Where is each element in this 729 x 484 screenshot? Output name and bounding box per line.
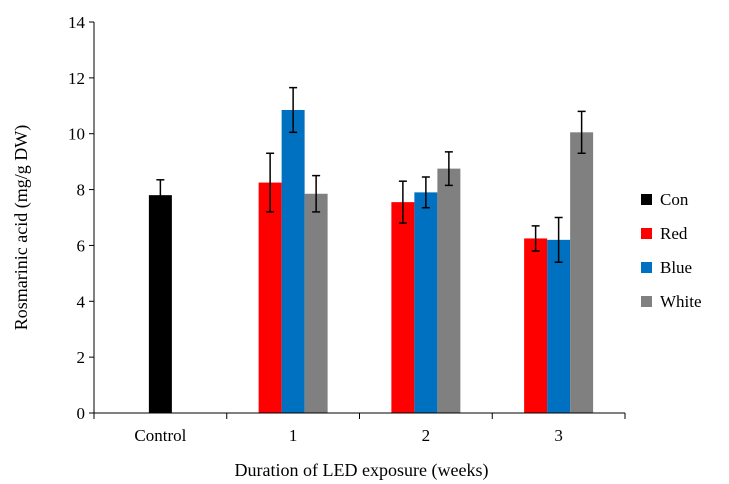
legend-swatch-con	[641, 194, 652, 205]
bar-white	[570, 132, 594, 413]
bar-white	[304, 193, 328, 413]
error-bar	[156, 179, 165, 212]
legend-swatch-red	[641, 228, 652, 239]
error-bar	[398, 180, 407, 224]
y-tick-label: 2	[77, 348, 86, 367]
x-axis-ticks: Control 1 2 3	[93, 413, 626, 445]
x-tick-label: 3	[554, 426, 563, 445]
error-bar	[421, 176, 430, 209]
error-bar	[289, 86, 298, 134]
y-tick-label: 4	[77, 292, 86, 311]
legend-label-blue: Blue	[660, 258, 692, 277]
legend-label-white: White	[660, 292, 702, 311]
bar-blue	[547, 239, 571, 413]
y-tick-label: 12	[68, 69, 85, 88]
legend-label-red: Red	[660, 224, 688, 243]
error-bar	[312, 174, 321, 213]
x-axis-title: Duration of LED exposure (weeks)	[235, 460, 489, 481]
bar-red	[258, 182, 282, 413]
bar-con	[148, 195, 172, 413]
legend-swatch-blue	[641, 262, 652, 273]
y-tick-label: 6	[77, 236, 86, 255]
bars-group	[148, 109, 594, 413]
error-bar	[444, 151, 453, 187]
error-bar	[531, 225, 540, 252]
error-bar	[577, 110, 586, 155]
legend: Con Red Blue White	[641, 190, 702, 311]
bar-blue	[414, 192, 438, 413]
y-tick-label: 0	[77, 404, 86, 423]
error-bars-group	[156, 86, 586, 263]
x-tick-label: Control	[134, 426, 186, 445]
y-axis-title: Rosmarinic acid (mg/g DW)	[11, 125, 32, 330]
legend-label-con: Con	[660, 190, 689, 209]
y-tick-label: 10	[68, 125, 85, 144]
bar-blue	[281, 109, 305, 413]
bar-white	[437, 168, 461, 413]
y-tick-label: 8	[77, 181, 86, 200]
bar-red	[524, 238, 548, 413]
error-bar	[266, 152, 275, 213]
x-tick-label: 1	[289, 426, 298, 445]
bar-red	[391, 202, 415, 413]
x-tick-label: 2	[422, 426, 431, 445]
error-bar	[554, 216, 563, 263]
legend-swatch-white	[641, 296, 652, 307]
y-axis-ticks: 0 2 4 6 8 10 12 14	[68, 13, 94, 423]
y-tick-label: 14	[68, 13, 86, 32]
